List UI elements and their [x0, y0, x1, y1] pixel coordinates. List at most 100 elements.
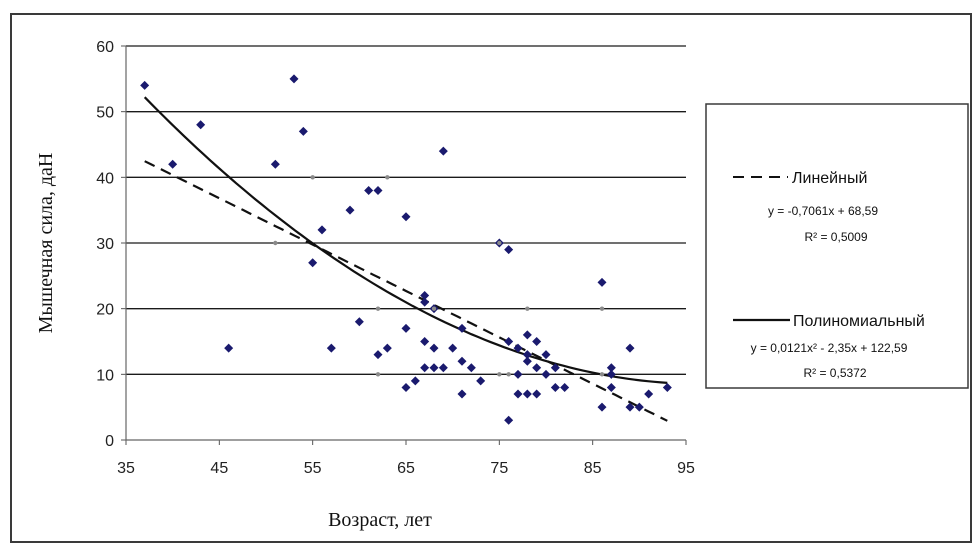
data-point — [289, 74, 299, 84]
data-point — [401, 382, 411, 392]
data-point — [420, 363, 430, 373]
data-point — [541, 369, 551, 379]
data-point — [606, 363, 616, 373]
data-point — [466, 363, 476, 373]
y-axis-title: Мышечная сила, даН — [35, 153, 57, 334]
data-point — [541, 350, 551, 360]
trendlines — [143, 96, 668, 422]
data-point — [513, 343, 523, 353]
data-point — [634, 402, 644, 412]
data-point — [513, 369, 523, 379]
data-point-gray — [375, 306, 381, 311]
y-tick-label: 0 — [105, 433, 114, 450]
data-point-gray — [375, 372, 381, 377]
data-point-gray — [506, 372, 511, 377]
x-tick-label: 95 — [677, 460, 695, 477]
axes — [121, 45, 687, 445]
trendline-polynomial — [143, 96, 668, 384]
data-point — [476, 376, 486, 386]
data-point — [662, 382, 672, 392]
x-tick-label: 85 — [584, 460, 602, 477]
data-point — [550, 363, 560, 373]
legend-box — [705, 103, 969, 389]
data-point — [429, 363, 439, 373]
data-point — [364, 185, 374, 195]
data-point — [345, 205, 355, 215]
x-tick-label: 75 — [490, 460, 508, 477]
x-tick-label: 35 — [117, 460, 135, 477]
data-point — [224, 343, 234, 353]
data-point-gray — [525, 306, 530, 311]
y-tick-label: 10 — [96, 367, 114, 384]
data-point — [308, 258, 318, 268]
data-point-gray — [599, 372, 605, 377]
data-point — [522, 350, 532, 360]
data-point — [504, 245, 514, 255]
data-point — [625, 402, 635, 412]
legend-poly-r2: R² = 0,5372 — [803, 366, 866, 380]
data-point-gray — [599, 306, 605, 311]
data-point-gray — [385, 175, 390, 180]
y-tick-label: 20 — [96, 302, 114, 319]
data-point — [532, 337, 542, 346]
data-point — [420, 291, 430, 301]
data-point — [448, 343, 458, 353]
data-point — [140, 80, 150, 90]
data-point — [597, 402, 607, 412]
data-point-gray — [497, 372, 502, 377]
data-point — [522, 389, 532, 399]
tick-labels: 0 10 20 30 40 50 60 35 45 55 65 75 85 95 — [96, 39, 695, 477]
data-point — [429, 343, 439, 353]
data-point — [532, 389, 542, 399]
legend-linear-equation: y = -0,7061x + 68,59 — [768, 204, 878, 218]
y-tick-label: 50 — [96, 105, 114, 122]
legend-linear-label: Линейный — [792, 170, 867, 187]
data-point-gray — [497, 240, 502, 246]
data-point — [420, 337, 430, 346]
legend-poly-label: Полиномиальный — [793, 313, 925, 330]
data-point — [326, 343, 336, 353]
x-tick-label: 45 — [210, 460, 228, 477]
x-axis-title: Возраст, лет — [328, 509, 432, 531]
y-tick-label: 40 — [96, 170, 114, 187]
data-point — [438, 363, 448, 373]
data-point — [522, 330, 532, 340]
y-tick-label: 30 — [96, 236, 114, 253]
data-point — [410, 376, 420, 386]
x-tick-label: 55 — [304, 460, 322, 477]
data-point-gray — [431, 306, 437, 311]
y-tick-label: 60 — [96, 39, 114, 56]
data-point — [504, 337, 514, 346]
data-point — [457, 389, 467, 399]
data-point — [597, 277, 607, 287]
data-point — [373, 185, 383, 195]
data-point — [298, 126, 308, 136]
gridlines — [126, 45, 686, 375]
data-point — [504, 415, 514, 425]
data-point — [644, 389, 654, 399]
data-point — [373, 350, 383, 360]
data-point — [513, 389, 523, 399]
data-point-gray — [310, 175, 315, 180]
data-point — [270, 159, 280, 169]
data-point — [560, 382, 570, 392]
data-points — [140, 74, 672, 425]
data-point — [550, 382, 560, 392]
data-point — [457, 356, 467, 366]
data-point — [606, 382, 616, 392]
data-point — [168, 159, 178, 169]
legend: Линейный y = -0,7061x + 68,59 R² = 0,500… — [705, 103, 969, 389]
data-point — [606, 369, 616, 379]
legend-poly-equation: y = 0,0121x² - 2,35x + 122,59 — [751, 341, 908, 355]
data-point — [420, 297, 430, 307]
data-point — [196, 120, 206, 130]
data-point — [382, 343, 392, 353]
data-point — [401, 212, 411, 222]
data-point — [625, 343, 635, 353]
data-point — [522, 356, 532, 366]
x-tick-label: 65 — [397, 460, 415, 477]
data-point — [532, 363, 542, 373]
data-point — [457, 323, 467, 333]
